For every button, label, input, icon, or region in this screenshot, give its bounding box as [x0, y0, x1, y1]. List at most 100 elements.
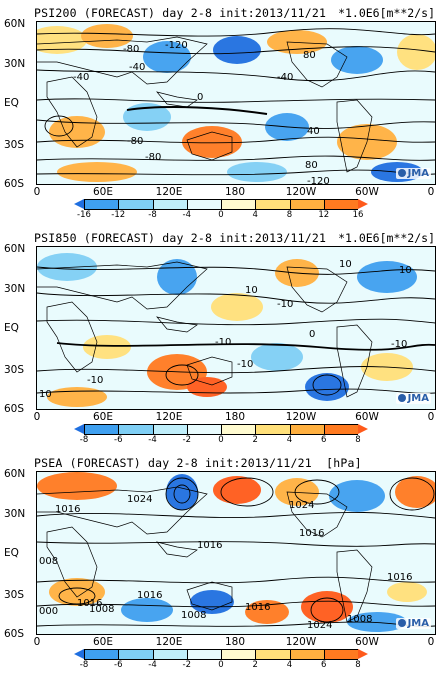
contour-label: -10 [391, 339, 407, 350]
colorbar-tick: -4 [148, 660, 157, 670]
colorbar-tick: -2 [182, 435, 191, 445]
contour-labels: 1016 1024 1024 1016 1016 008 1016 1016 1… [39, 494, 412, 631]
colorbar-tick: 6 [321, 660, 327, 670]
lat-label-60n: 60N [4, 468, 26, 480]
contour-label: 10 [339, 259, 352, 270]
contour-label: 1016 [137, 590, 162, 601]
lon-label: 60E [93, 636, 113, 648]
colorbar-tick: 4 [252, 210, 258, 220]
colorbar-cell [255, 199, 290, 210]
lat-label-60s: 60S [4, 403, 25, 415]
colorbar-cell [152, 199, 187, 210]
contour-label: 008 [39, 556, 58, 567]
colorbar-cell [221, 424, 256, 435]
lon-label: 0 [427, 411, 435, 423]
contour-label: 1024 [307, 620, 332, 631]
lat-label-60n: 60N [4, 18, 26, 30]
colorbar-high-arrow [358, 199, 368, 209]
lon-label: 60E [93, 186, 113, 198]
contour-label: 1016 [387, 572, 412, 583]
contour-label: 10 [399, 265, 412, 276]
colorbar-tick: -8 [148, 210, 157, 220]
colorbar-cell [118, 199, 153, 210]
panel-units: *1.0E6[m**2/s] [338, 231, 435, 245]
lat-label-60s: 60S [4, 178, 25, 190]
contour-label: -80 [127, 136, 143, 147]
lon-label: 0 [33, 186, 41, 198]
lon-label: 60W [355, 636, 379, 648]
map-graphic: 10 10 -10 10 -10 -10 -10 0 10 -10 [37, 247, 435, 409]
map-area: 1016 1024 1024 1016 1016 008 1016 1016 1… [36, 471, 436, 635]
lat-label-eq: EQ [4, 322, 19, 334]
colorbar-high-arrow [358, 424, 368, 434]
lat-label-30n: 30N [4, 283, 26, 295]
colorbar-cell [323, 649, 358, 660]
lon-label: 60W [355, 411, 379, 423]
colorbar-tick: 4 [286, 660, 293, 670]
lon-label: 0 [427, 186, 435, 198]
lat-label-30n: 30N [4, 508, 26, 520]
contour-label: 1016 [197, 540, 222, 551]
colorbar-ticks: -8 -6 -4 -2 0 2 4 6 8 [80, 660, 361, 672]
colorbar-tick: 12 [318, 210, 330, 220]
jma-logo-text: JMA [407, 168, 429, 179]
contour-labels: -120 -80 -40 0 -40 80 40 -40 -80 80 -120… [73, 40, 330, 184]
colorbar-cell [255, 424, 290, 435]
contour-lines [37, 266, 435, 396]
colorbar-cell [255, 649, 290, 660]
jma-logo-icon [397, 619, 406, 627]
contour-label: 1016 [245, 602, 270, 613]
jma-logo-text: JMA [407, 393, 429, 404]
colorbar-cell [84, 199, 119, 210]
contour-label: 1016 [299, 528, 324, 539]
colorbar-tick: 8 [355, 660, 361, 670]
colorbar-low-arrow [74, 199, 84, 209]
colorbar-tick: -4 [182, 210, 191, 220]
panel-units: [hPa] [326, 456, 362, 470]
colorbar-cell [186, 424, 221, 435]
panel-title: PSI850 (FORECAST) day 2-8 init:2013/11/2… [34, 231, 327, 245]
contour-labels: 10 10 -10 10 -10 -10 -10 0 10 -10 [39, 259, 412, 400]
contour-label: 80 [303, 50, 316, 61]
colorbar-tick: 4 [286, 435, 293, 445]
coastlines [37, 486, 373, 623]
contour-label: -10 [215, 337, 231, 348]
lat-label-eq: EQ [4, 97, 19, 109]
contour-label: -80 [123, 44, 139, 55]
contour-label: 1024 [289, 500, 314, 511]
contour-label: 80 [305, 160, 318, 171]
lon-label: 60W [355, 186, 379, 198]
colorbar-low-arrow [74, 424, 84, 434]
colorbar-tick: 2 [252, 435, 258, 445]
colorbar-cell [84, 649, 119, 660]
lon-label: 180 [224, 636, 246, 648]
colorbar-tick: -12 [111, 210, 126, 220]
lon-label: 120W [285, 636, 317, 648]
contour-label: -10 [237, 359, 253, 370]
lon-label: 120E [155, 636, 183, 648]
colorbar-cell [289, 649, 324, 660]
panel-title: PSI200 (FORECAST) day 2-8 init:2013/11/2… [34, 6, 327, 20]
lon-label: 0 [33, 636, 41, 648]
map-area: -120 -80 -40 0 -40 80 40 -40 -80 80 -120… [36, 21, 436, 185]
lat-label-60s: 60S [4, 628, 25, 640]
contour-label: -40 [129, 62, 145, 73]
contour-label: 10 [245, 285, 258, 296]
contour-label: -120 [307, 176, 330, 184]
contour-label: 10 [39, 389, 52, 400]
contour-label: 1024 [127, 494, 152, 505]
contour-label: 0 [309, 329, 315, 340]
lat-label-eq: EQ [4, 547, 19, 559]
contour-label: -80 [145, 152, 161, 163]
colorbar-low-arrow [74, 649, 84, 659]
lon-label: 120W [285, 411, 317, 423]
lon-label: 60E [93, 411, 113, 423]
colorbar-tick: 0 [218, 210, 224, 220]
jma-logo: JMA [395, 168, 431, 179]
anomaly-shading [37, 472, 435, 634]
colorbar-cell [221, 199, 256, 210]
colorbar-cell [84, 424, 119, 435]
contour-label: 1016 [55, 504, 80, 515]
colorbar [74, 649, 368, 660]
lon-label: 0 [33, 411, 41, 423]
